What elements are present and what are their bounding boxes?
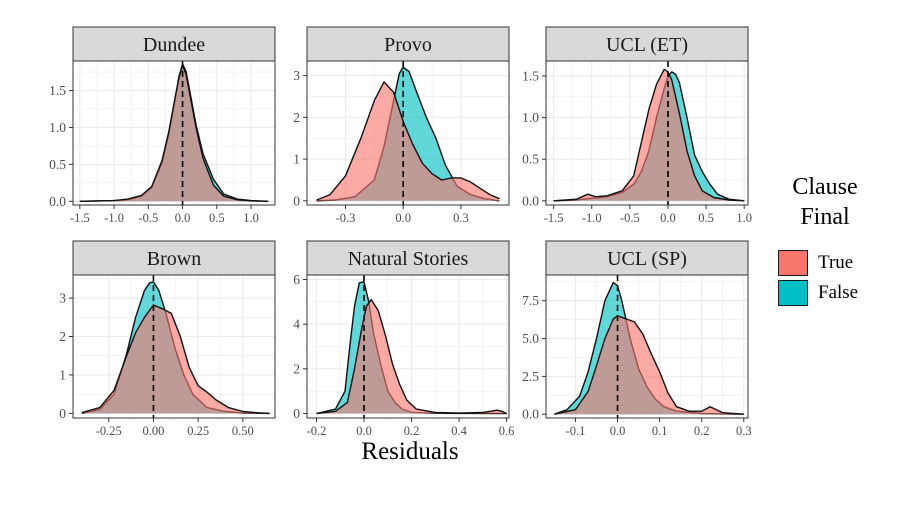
- y-tick-label: 0: [293, 406, 300, 421]
- y-tick-label: 7.5: [522, 293, 539, 308]
- x-tick-label: 0.5: [698, 211, 714, 225]
- y-tick-label: 4: [293, 317, 300, 332]
- panel-provo: Provo -0.3 0.0 0.3 0 1 2 3: [293, 26, 510, 225]
- y-tick-label: 2: [293, 361, 300, 376]
- panel-border-provo: [306, 60, 510, 206]
- density-area-true: [81, 305, 270, 414]
- y-tick-label: 3: [59, 291, 66, 306]
- legend-key-false: [778, 280, 808, 306]
- panel-border-brown: [72, 274, 276, 419]
- y-tick-label: 0: [293, 193, 300, 208]
- panel-ucl-et: UCL (ET) -1.5 -1.0 -0.5 0.0 0.5 1.0 0.0 0.5 1.0 1.…: [522, 26, 752, 225]
- y-tick-label: 2: [293, 110, 300, 125]
- x-tick-label: 0.1: [652, 424, 668, 438]
- x-tick-label: 0.25: [187, 424, 209, 438]
- x-tick-label: -0.25: [96, 424, 122, 438]
- panel-brown: Brown -0.25 0.00 0.25 0.50 0 1 2 3: [59, 240, 276, 438]
- x-tick-label: -1.5: [544, 211, 564, 225]
- y-tick-label: 1: [59, 367, 66, 382]
- x-tick-label: -0.1: [566, 424, 586, 438]
- strip-label-provo: Provo: [384, 34, 432, 56]
- x-tick-label: 0.0: [175, 211, 191, 225]
- y-tick-label: 1.5: [49, 83, 66, 98]
- y-tick-label: 0: [59, 406, 66, 421]
- x-tick-label: -0.3: [336, 211, 356, 225]
- density-line-true: [316, 81, 500, 201]
- y-tick-label: 0.0: [522, 193, 539, 208]
- y-tick-label: 5.0: [522, 331, 539, 346]
- strip-provo: [306, 26, 510, 62]
- strip-natural-stories: [306, 240, 510, 276]
- legend-label-true: True: [818, 252, 854, 273]
- y-tick-label: 6: [293, 272, 300, 287]
- density-line-true: [81, 304, 270, 415]
- density-area-true: [553, 69, 745, 201]
- density-area-true: [79, 65, 269, 202]
- x-tick-label: 0.2: [404, 424, 420, 438]
- y-tick-label: 0.0: [522, 407, 539, 422]
- panel-border-dundee: [72, 60, 276, 206]
- y-tick-label: 1.0: [522, 110, 539, 125]
- density-line-true: [554, 315, 744, 415]
- x-axis-title: Residuals: [361, 438, 459, 465]
- strip-dundee: [72, 26, 276, 62]
- x-tick-label: -1.5: [70, 211, 90, 225]
- strip-label-ucl-et: UCL (ET): [606, 34, 688, 56]
- panel-border-ucl-sp: [545, 274, 749, 419]
- panel-natural-stories: Natural Stories -0.2 0.0 0.2 0.4 0.6 0 2 4 6: [293, 240, 515, 438]
- strip-label-dundee: Dundee: [143, 34, 205, 56]
- x-tick-label: 0.0: [356, 424, 372, 438]
- density-area-true: [554, 315, 744, 415]
- x-tick-label: 0.5: [209, 211, 225, 225]
- panel-ucl-sp: UCL (SP) -0.1 0.0 0.1 0.2 0.3 0.0 2.5 5.0 7.5: [522, 240, 752, 438]
- x-tick-label: -1.0: [104, 211, 124, 225]
- x-tick-label: 0.6: [499, 424, 515, 438]
- y-tick-label: 2: [59, 329, 66, 344]
- x-tick-label: 1.0: [243, 211, 259, 225]
- legend-label-false: False: [818, 282, 859, 303]
- y-tick-label: 3: [293, 68, 300, 83]
- y-tick-label: 0.5: [522, 152, 539, 167]
- x-tick-label: 0.3: [736, 424, 752, 438]
- panel-dundee: Dundee -1.5 -1.0 -0.5 0.0 0.5 1.0 0.0 0.5 1.0 1.5: [49, 26, 276, 225]
- x-tick-label: 1.0: [736, 211, 752, 225]
- y-tick-label: 1: [293, 152, 300, 167]
- x-tick-label: -0.5: [620, 211, 640, 225]
- y-tick-label: 0.0: [49, 194, 66, 209]
- legend: Clause Final True False: [770, 172, 910, 306]
- y-tick-label: 1.5: [522, 68, 539, 83]
- y-tick-label: 1.0: [49, 120, 66, 135]
- panel-border-natural-stories: [306, 274, 510, 419]
- x-tick-label: 0.3: [453, 211, 469, 225]
- x-tick-label: 0.0: [660, 211, 676, 225]
- y-tick-label: 0.5: [49, 157, 66, 172]
- panel-border-ucl-et: [545, 60, 749, 206]
- x-tick-label: -0.5: [138, 211, 158, 225]
- strip-label-natural-stories: Natural Stories: [348, 248, 469, 270]
- density-line-true: [553, 68, 745, 202]
- density-area-false: [553, 71, 745, 201]
- x-tick-label: 0.2: [694, 424, 710, 438]
- x-tick-label: 0.4: [451, 424, 467, 438]
- x-tick-label: 0.50: [232, 424, 254, 438]
- strip-brown: [72, 240, 276, 276]
- x-tick-label: 0.0: [610, 424, 626, 438]
- x-tick-label: 0.0: [395, 211, 411, 225]
- strip-ucl-et: [545, 26, 749, 62]
- strip-label-brown: Brown: [147, 248, 201, 270]
- x-tick-label: -1.0: [582, 211, 602, 225]
- legend-item-false: False: [778, 280, 858, 306]
- x-tick-label: 0.00: [143, 424, 165, 438]
- legend-title: Clause Final: [792, 174, 858, 230]
- x-tick-label: -0.2: [307, 424, 327, 438]
- density-line-true: [316, 298, 507, 415]
- legend-key-true: [778, 250, 808, 276]
- y-tick-label: 2.5: [522, 369, 539, 384]
- density-area-true: [316, 81, 500, 201]
- legend-item-true: True: [778, 250, 853, 276]
- strip-label-ucl-sp: UCL (SP): [607, 248, 687, 270]
